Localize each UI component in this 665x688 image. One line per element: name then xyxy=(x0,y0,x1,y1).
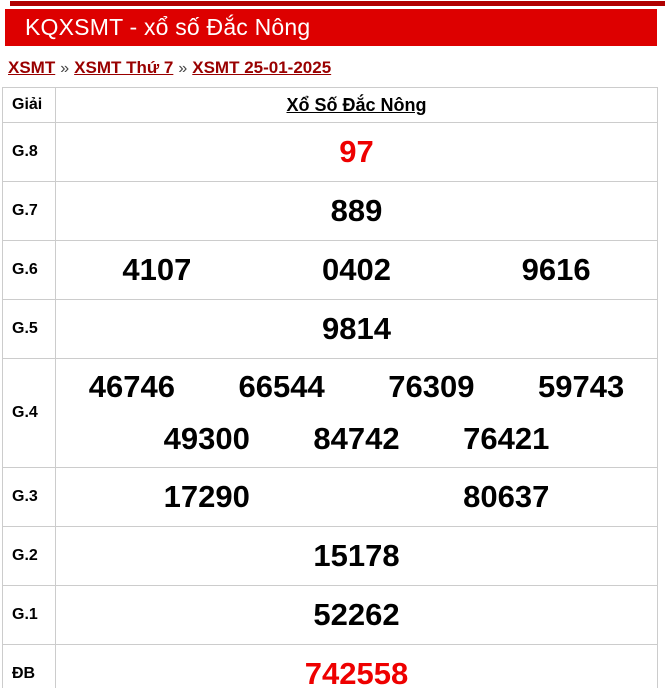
prize-number: 49300 xyxy=(163,421,250,456)
prize-label-g7: G.7 xyxy=(2,181,56,241)
prize-number: 9616 xyxy=(521,252,591,287)
prize-row-g5: G.5 9814 xyxy=(2,299,658,359)
breadcrumb-separator: » xyxy=(60,60,70,77)
breadcrumb-separator: » xyxy=(178,60,188,77)
prize-label-db: ĐB xyxy=(2,644,56,688)
prize-number: 76421 xyxy=(463,421,550,456)
prize-numbers-cell-g1: 52262 xyxy=(55,585,658,645)
prize-numbers-cell-g8: 97 xyxy=(55,122,658,182)
prize-number: 84742 xyxy=(313,421,400,456)
prize-number: 0402 xyxy=(322,252,391,287)
prize-numbers-cell-g2: 15178 xyxy=(55,526,658,586)
prize-numbers-cell-g4: 46746 66544 76309 59743 49300 84742 76421 xyxy=(55,358,658,468)
prize-row-g1: G.1 52262 xyxy=(2,585,658,645)
prize-number: 17290 xyxy=(163,479,250,514)
prize-number: 66544 xyxy=(238,369,325,404)
prize-label-g5: G.5 xyxy=(2,299,56,359)
prize-numbers-cell-g6: 4107 0402 9616 xyxy=(55,240,658,300)
results-table: Giải Xổ Số Đắc Nông G.8 97 G.7 889 G.6 4107 04… xyxy=(2,87,658,688)
prize-label-g3: G.3 xyxy=(2,467,56,527)
prize-row-g4: G.4 46746 66544 76309 59743 49300 84742 76421 xyxy=(2,358,658,468)
prize-row-g2: G.2 15178 xyxy=(2,526,658,586)
prize-label-g1: G.1 xyxy=(2,585,56,645)
breadcrumb-link-xsmt-thu-7[interactable]: XSMT Thứ 7 xyxy=(74,58,174,77)
prize-row-db: ĐB 742558 xyxy=(2,644,658,688)
prize-number: 15178 xyxy=(313,538,400,573)
prize-label-g4: G.4 xyxy=(2,358,56,468)
station-link[interactable]: Xổ Số Đắc Nông xyxy=(286,94,427,115)
breadcrumb-link-xsmt[interactable]: XSMT xyxy=(8,58,56,77)
prize-number: 742558 xyxy=(304,656,409,688)
prize-number: 97 xyxy=(339,134,374,169)
breadcrumb: XSMT» XSMT Thứ 7» XSMT 25-01-2025 xyxy=(0,46,665,87)
prize-number: 4107 xyxy=(122,252,192,287)
prize-numbers-cell-g5: 9814 xyxy=(55,299,658,359)
prize-label-g6: G.6 xyxy=(2,240,56,300)
prize-number: 80637 xyxy=(463,479,550,514)
prize-number: 9814 xyxy=(322,311,391,346)
prize-number: 59743 xyxy=(538,369,625,404)
prize-numbers-cell-g7: 889 xyxy=(55,181,658,241)
prize-number: 52262 xyxy=(313,597,400,632)
station-header-cell: Xổ Số Đắc Nông xyxy=(55,87,658,123)
prize-number: 889 xyxy=(330,193,383,228)
title-bar: KQXSMT - xổ số Đắc Nông xyxy=(5,9,657,46)
prize-number: 76309 xyxy=(388,369,475,404)
table-header-row: Giải Xổ Số Đắc Nông xyxy=(2,87,658,123)
prize-row-g8: G.8 97 xyxy=(2,122,658,182)
breadcrumb-link-xsmt-date[interactable]: XSMT 25-01-2025 xyxy=(192,58,332,77)
page-title: KQXSMT - xổ số Đắc Nông xyxy=(25,14,311,40)
prize-label-g2: G.2 xyxy=(2,526,56,586)
prize-row-g7: G.7 889 xyxy=(2,181,658,241)
prize-row-g6: G.6 4107 0402 9616 xyxy=(2,240,658,300)
top-border-strip xyxy=(10,1,665,6)
prize-row-g3: G.3 17290 80637 xyxy=(2,467,658,527)
prize-column-header: Giải xyxy=(2,87,56,123)
prize-label-g8: G.8 xyxy=(2,122,56,182)
prize-numbers-cell-db: 742558 xyxy=(55,644,658,688)
prize-numbers-cell-g3: 17290 80637 xyxy=(55,467,658,527)
prize-number: 46746 xyxy=(88,369,175,404)
